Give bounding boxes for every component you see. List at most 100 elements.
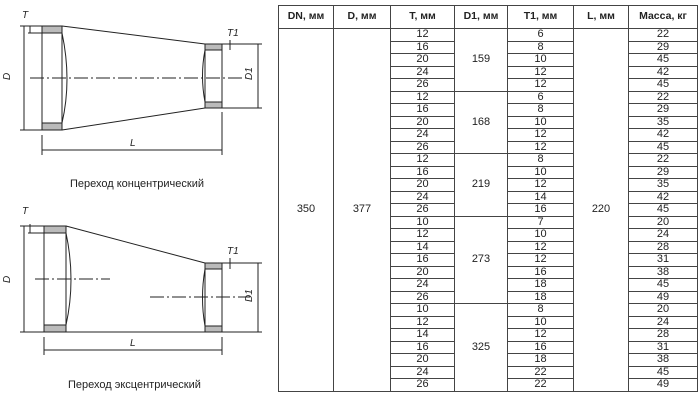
t1-cell: 10: [507, 228, 574, 242]
header-cell: D, мм: [333, 5, 391, 29]
table-row: 26 22 49: [279, 378, 698, 392]
mass-cell: 22: [628, 153, 698, 167]
t1-cell: 12: [507, 78, 574, 92]
t1-cell: 16: [507, 203, 574, 217]
table-row: 16 8 29: [279, 103, 698, 117]
mass-cell: 45: [628, 78, 698, 92]
t1-cell: 8: [507, 103, 574, 117]
t-cell: 16: [390, 253, 455, 267]
label: T1: [227, 246, 239, 257]
mass-cell: 42: [628, 65, 698, 79]
t-cell: 16: [390, 40, 455, 54]
t1-cell: 6: [507, 90, 574, 104]
t1-cell: 12: [507, 140, 574, 154]
header-cell: L, мм: [573, 5, 629, 29]
header-cell: DN, мм: [278, 5, 334, 29]
t1-cell: 12: [507, 253, 574, 267]
label: D: [2, 276, 13, 283]
mass-cell: 45: [628, 140, 698, 154]
label: T: [22, 10, 29, 21]
t1-cell: 7: [507, 215, 574, 229]
table-row: 10 273 7 20: [279, 215, 698, 304]
t1-cell: 12: [507, 178, 574, 192]
t1-cell: 10: [507, 115, 574, 129]
mass-cell: 45: [628, 203, 698, 217]
label: T1: [227, 28, 239, 39]
mass-cell: 49: [628, 290, 698, 304]
mass-cell: 28: [628, 328, 698, 342]
caption: Переход эксцентрический: [68, 379, 201, 391]
t-cell: 24: [390, 65, 455, 79]
table-row: 20 10 35: [279, 115, 698, 129]
label: L: [130, 138, 136, 149]
mass-cell: 29: [628, 165, 698, 179]
mass-cell: 20: [628, 303, 698, 317]
label: D1: [244, 289, 255, 302]
mass-cell: 35: [628, 178, 698, 192]
t1-cell: 14: [507, 190, 574, 204]
t-cell: 12: [390, 90, 455, 104]
mass-cell: 49: [628, 378, 698, 392]
dn-cell: 350: [278, 28, 334, 392]
t-cell: 10: [390, 215, 455, 229]
mass-cell: 28: [628, 240, 698, 254]
t-cell: 26: [390, 378, 455, 392]
t-cell: 14: [390, 240, 455, 254]
t-cell: 24: [390, 278, 455, 292]
table-row: 24 12 42: [279, 128, 698, 142]
label: D: [2, 73, 13, 80]
header-cell: T, мм: [390, 5, 455, 29]
table-row: 26 12 45: [279, 78, 698, 92]
table-row: 20 12 35: [279, 178, 698, 192]
t1-cell: 8: [507, 40, 574, 54]
mass-cell: 35: [628, 115, 698, 129]
mass-cell: 29: [628, 40, 698, 54]
t-cell: 26: [390, 290, 455, 304]
t-cell: 26: [390, 140, 455, 154]
t-cell: 12: [390, 228, 455, 242]
table-row: 24 12 42: [279, 65, 698, 79]
d1-cell: 273: [454, 215, 508, 304]
t1-cell: 6: [507, 28, 574, 42]
table-row: 10 325 8 20: [279, 303, 698, 392]
t1-cell: 12: [507, 65, 574, 79]
mass-cell: 24: [628, 315, 698, 329]
d1-cell: 219: [454, 153, 508, 217]
d1-cell: 159: [454, 28, 508, 92]
header-cell: Масса, кг: [628, 5, 698, 29]
t-cell: 12: [390, 153, 455, 167]
t-cell: 12: [390, 315, 455, 329]
table-row: 350 377 12 159 6 220 22: [278, 28, 698, 392]
header-cell: D1, мм: [454, 5, 508, 29]
d1-cell: 325: [454, 303, 508, 392]
spec-table: DN, мм D, мм T, мм D1, мм T1, мм L, мм Масса, …: [278, 5, 698, 392]
t-cell: 20: [390, 353, 455, 367]
mass-cell: 38: [628, 353, 698, 367]
t-cell: 26: [390, 78, 455, 92]
l-cell: 220: [573, 28, 629, 392]
t-cell: 26: [390, 203, 455, 217]
t-cell: 14: [390, 328, 455, 342]
table-row: 24 22 45: [279, 365, 698, 379]
mass-cell: 24: [628, 228, 698, 242]
drawings: T T1 D D1 L Переход концентрический T T1…: [2, 10, 262, 391]
table-row: 26 16 45: [279, 203, 698, 217]
t-cell: 16: [390, 103, 455, 117]
mass-cell: 31: [628, 253, 698, 267]
label: T: [22, 206, 29, 217]
mass-cell: 22: [628, 28, 698, 42]
t1-cell: 10: [507, 165, 574, 179]
d-cell: 377: [333, 28, 391, 392]
t-cell: 10: [390, 303, 455, 317]
t1-cell: 12: [507, 328, 574, 342]
t-cell: 16: [390, 340, 455, 354]
header-row: DN, мм D, мм T, мм D1, мм T1, мм L, мм Масса, …: [278, 5, 698, 29]
mass-cell: 29: [628, 103, 698, 117]
d1-cell: 168: [454, 90, 508, 154]
t1-cell: 16: [507, 340, 574, 354]
table-row: 26 12 45: [279, 140, 698, 154]
t1-cell: 8: [507, 153, 574, 167]
label: L: [130, 338, 136, 349]
mass-cell: 20: [628, 215, 698, 229]
t1-cell: 10: [507, 315, 574, 329]
